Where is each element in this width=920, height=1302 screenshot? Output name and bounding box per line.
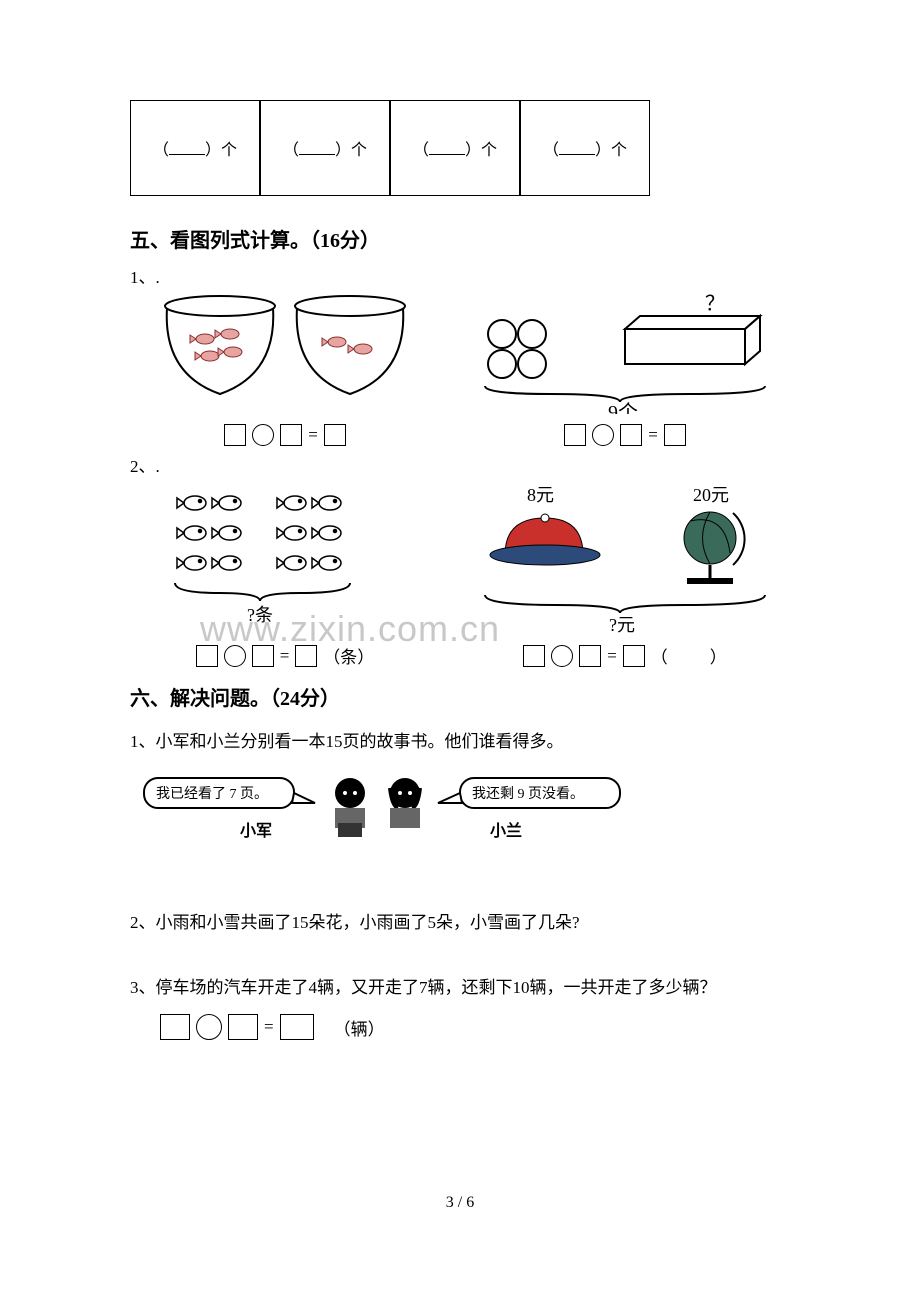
count-cell: （）个	[520, 100, 650, 196]
hat-price: 8元	[527, 485, 554, 505]
count-cell: （）个	[390, 100, 520, 196]
unit-open: （	[651, 643, 668, 668]
cell-text: （）个	[153, 136, 237, 160]
box-icon	[160, 1014, 190, 1040]
equals-sign: =	[648, 425, 658, 445]
count-cell: （）个	[260, 100, 390, 196]
equation-2b: = （ ）	[523, 643, 727, 668]
hat-globe-figure: 8元 20元 ?元	[465, 483, 785, 633]
circle-icon	[551, 645, 573, 667]
box-icon	[623, 645, 645, 667]
unit-label: （辆）	[334, 1015, 385, 1040]
box-icon	[228, 1014, 258, 1040]
section-6-heading: 六、解决问题。（24分）	[130, 682, 790, 711]
shapes-figure: ？ 9个	[470, 294, 780, 414]
box-icon	[280, 1014, 314, 1040]
right-bubble-text: 我还剩 9 页没看。	[472, 786, 584, 802]
equation-1b: =	[564, 424, 686, 446]
circle-icon	[252, 424, 274, 446]
cell-text: （）个	[413, 136, 497, 160]
question-mark: ？	[705, 294, 725, 315]
fishbowl-figure	[155, 294, 415, 414]
cell-text: （）个	[283, 136, 367, 160]
globe-price: 20元	[693, 485, 729, 505]
box-icon	[664, 424, 686, 446]
right-name: 小兰	[490, 821, 522, 840]
box-icon	[224, 424, 246, 446]
count-cell: （）个	[130, 100, 260, 196]
left-bubble-text: 我已经看了 7 页。	[156, 786, 268, 802]
section-5-heading: 五、看图列式计算。（16分）	[130, 224, 790, 253]
q1-figure: 我已经看了 7 页。 小军 我还剩 9 页没看。 小兰	[140, 768, 660, 858]
equals-sign: =	[308, 425, 318, 445]
equals-sign: =	[264, 1017, 274, 1037]
left-name: 小军	[240, 822, 272, 840]
problem-2b: 8元 20元 ?元 = （ ）	[460, 483, 790, 668]
count-table-row: （）个 （）个 （）个 （）个	[130, 100, 790, 196]
watermark-text: www.zixin.com.cn	[200, 608, 500, 650]
item-1-label: 1、.	[130, 263, 790, 288]
circle-icon	[592, 424, 614, 446]
box-icon	[620, 424, 642, 446]
question-label: ?元	[609, 615, 635, 633]
count-label: 9个	[608, 401, 638, 414]
problem-1b: ？ 9个 =	[460, 294, 790, 446]
question-3: 3、停车场的汽车开走了4辆，又开走了7辆，还剩下10辆，一共开走了多少辆？	[130, 973, 790, 998]
box-icon	[579, 645, 601, 667]
equation-1a: =	[224, 424, 346, 446]
equation-q3: = （辆）	[160, 1014, 790, 1040]
unit-close: ）	[710, 643, 727, 668]
problem-row-1: = ？ 9个 =	[130, 294, 790, 446]
question-2: 2、小雨和小雪共画了15朵花，小雨画了5朵，小雪画了几朵?	[130, 908, 790, 933]
box-icon	[564, 424, 586, 446]
circle-icon	[196, 1014, 222, 1040]
box-icon	[324, 424, 346, 446]
box-icon	[280, 424, 302, 446]
box-icon	[523, 645, 545, 667]
problem-1a: =	[130, 294, 440, 446]
fish-icon	[177, 496, 206, 510]
cell-text: （）个	[543, 136, 627, 160]
item-2-label: 2、.	[130, 452, 790, 477]
equals-sign: =	[607, 646, 617, 666]
question-1: 1、小军和小兰分别看一本15页的故事书。他们谁看得多。	[130, 727, 790, 752]
page-number: 3 / 6	[0, 1194, 920, 1212]
